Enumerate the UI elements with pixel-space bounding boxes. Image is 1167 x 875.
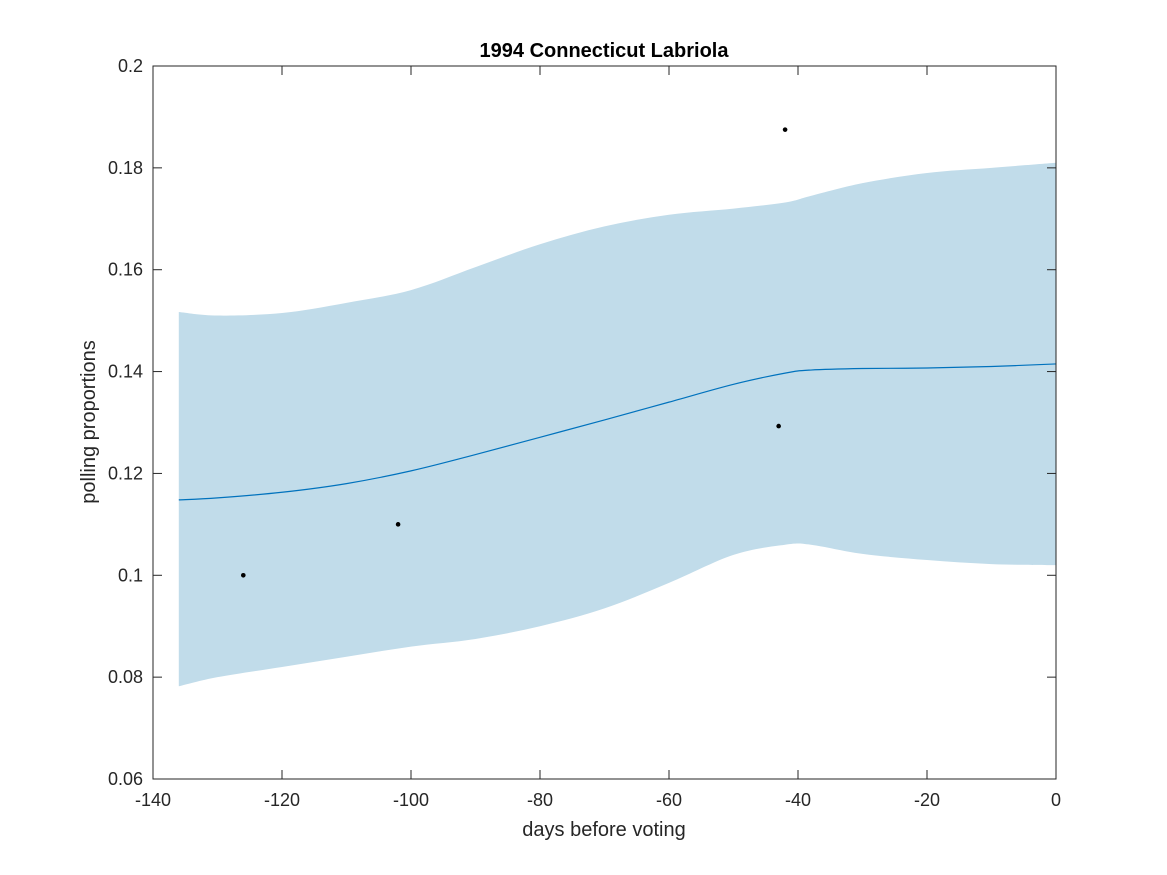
chart-title: 1994 Connecticut Labriola	[480, 40, 730, 62]
poll-point	[241, 572, 246, 578]
y-axis-label: polling proportions	[78, 340, 100, 503]
y-tick-label: 0.2	[118, 56, 143, 76]
y-tick-label: 0.18	[108, 158, 143, 178]
axes-box	[152, 65, 1057, 780]
x-tick-label: -120	[264, 790, 300, 810]
x-tick-label: -80	[527, 790, 553, 810]
x-tick-label: -20	[914, 790, 940, 810]
y-tick-label: 0.12	[108, 463, 143, 483]
confidence-band	[178, 162, 1057, 687]
poll-point	[395, 522, 401, 527]
y-tick-label: 0.1	[118, 565, 143, 585]
x-tick-label: -40	[785, 790, 811, 810]
y-tick-label: 0.14	[108, 362, 143, 382]
x-tick-label: -100	[393, 790, 429, 810]
x-tick-label: 0	[1051, 790, 1061, 810]
x-tick-label: -60	[656, 790, 682, 810]
trend-line	[178, 363, 1057, 501]
y-tick-label: 0.06	[108, 769, 143, 789]
poll-point	[776, 423, 781, 429]
plot-area: -140 -120 -100 -80 -60 -40 -20 0 0.06 0.08 0.1 0.12…	[108, 56, 1061, 810]
y-tick-label: 0.08	[108, 667, 143, 687]
x-axis-label: days before voting	[522, 819, 685, 841]
poll-point	[782, 127, 788, 132]
y-tick-label: 0.16	[108, 260, 143, 280]
x-tick-label: -140	[135, 790, 171, 810]
